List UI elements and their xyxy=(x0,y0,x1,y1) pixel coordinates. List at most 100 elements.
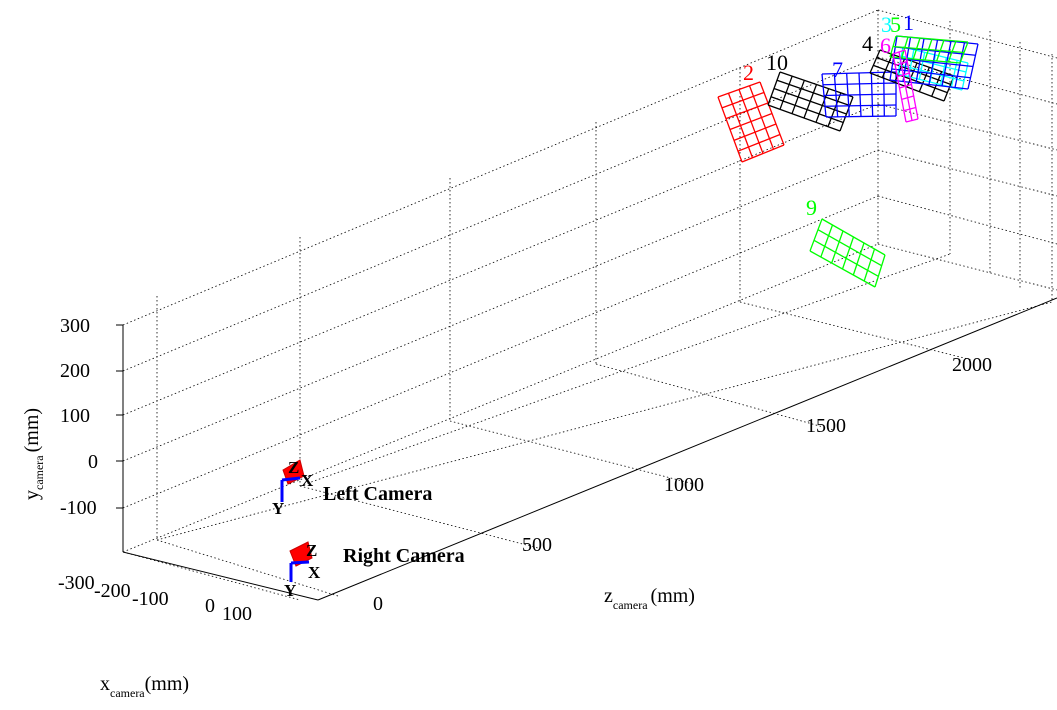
z-tick-label: 500 xyxy=(522,534,552,556)
grid-lines xyxy=(122,9,1057,601)
board-grid-line xyxy=(889,56,961,64)
board-grid-line xyxy=(892,45,965,54)
board-grid-line xyxy=(881,54,893,78)
calibration-board-10 xyxy=(767,71,854,132)
calibration-boards xyxy=(717,35,979,288)
calibration-board-9 xyxy=(809,218,886,288)
x-tick-label: -100 xyxy=(132,588,169,610)
board-label: 9 xyxy=(806,195,817,220)
z-tick-label: 0 xyxy=(373,593,383,615)
board-grid-line xyxy=(906,62,918,88)
right-camera-body xyxy=(289,541,313,567)
board-grid-line xyxy=(903,106,916,112)
board-grid-line xyxy=(717,81,761,98)
board-grid-line xyxy=(737,133,781,152)
board-grid-line xyxy=(869,72,945,102)
z-tick-label: 1500 xyxy=(806,415,846,437)
right-camera: Z X Y Right Camera xyxy=(284,541,465,600)
calibration-board-4 xyxy=(869,49,955,102)
board-label: 7 xyxy=(832,57,843,82)
svg-text:ycamera(mm): ycamera(mm) xyxy=(21,408,46,500)
x-tick-label: -200 xyxy=(94,580,131,602)
left-camera: Z X Y Left Camera xyxy=(272,458,432,518)
calibration-board-5 xyxy=(889,35,969,64)
board-grid-line xyxy=(831,230,844,264)
board-grid-line xyxy=(822,82,897,86)
svg-text:xcamera(mm): xcamera(mm) xyxy=(100,673,189,700)
board-grid-line xyxy=(776,79,850,107)
axis-lines xyxy=(116,297,1057,601)
board-label: 2 xyxy=(743,60,754,85)
calibration-board-7 xyxy=(821,71,897,118)
y-tick-label: 100 xyxy=(60,405,90,427)
board-grid-line xyxy=(899,83,912,89)
x-axis-label: xcamera(mm) xyxy=(100,673,189,700)
board-grid-line xyxy=(895,35,969,43)
board-grid-line xyxy=(892,49,906,55)
board-grid-line xyxy=(813,239,879,277)
board-grid-line xyxy=(770,96,844,124)
board-grid-line xyxy=(767,104,841,132)
right-camera-x-axis xyxy=(290,560,310,565)
board-grid-line xyxy=(897,72,910,78)
y-tick-label: 0 xyxy=(88,451,98,473)
board-grid-line xyxy=(874,254,886,288)
board-grid-line xyxy=(729,112,773,131)
board-grid-line xyxy=(841,236,855,270)
left-camera-x-axis xyxy=(281,476,301,482)
board-grid-line xyxy=(901,95,914,100)
right-camera-label: Right Camera xyxy=(343,545,465,567)
board-grid-line xyxy=(821,218,886,256)
z-axis-label: zcamera (mm) xyxy=(604,585,695,612)
calibration-board-2 xyxy=(717,81,785,163)
left-camera-z-letter: Z xyxy=(288,458,299,477)
board-label: 10 xyxy=(766,50,788,75)
board-grid-line xyxy=(725,102,769,120)
board-grid-line xyxy=(902,46,969,64)
board-grid-line xyxy=(817,229,882,267)
y-tick-label: 300 xyxy=(60,315,90,337)
board-label: 4 xyxy=(862,31,873,56)
board-grid-line xyxy=(721,91,765,109)
board-grid-line xyxy=(879,49,955,77)
y-axis-label: ycamera(mm) xyxy=(21,408,46,500)
board-label: 3 xyxy=(881,12,892,37)
x-tick-label: -300 xyxy=(58,572,95,594)
right-camera-z-letter: Z xyxy=(306,541,317,560)
left-camera-y-letter: Y xyxy=(272,499,284,518)
y-tick-label: -100 xyxy=(60,497,97,519)
board-label: 1 xyxy=(903,10,914,35)
board-grid-line xyxy=(779,71,854,98)
board-grid-line xyxy=(824,104,897,107)
board-grid-line xyxy=(894,60,908,66)
z-tick-label: 2000 xyxy=(952,354,992,376)
board-grid-line xyxy=(891,68,971,79)
board-grid-line xyxy=(869,49,881,74)
board-grid-line xyxy=(905,118,919,123)
board-grid-line xyxy=(820,224,834,258)
board-grid-line xyxy=(918,52,926,80)
right-camera-y-letter: Y xyxy=(284,581,296,600)
svg-text:zcamera(mm): zcamera (mm) xyxy=(604,585,695,612)
board-grid-line xyxy=(809,250,876,288)
right-camera-x-letter: X xyxy=(308,563,321,582)
board-grid-line xyxy=(889,79,969,90)
board-grid-line xyxy=(821,71,897,75)
board-label: 6 xyxy=(880,33,891,58)
board-grid-line xyxy=(825,115,897,118)
y-tick-label: 200 xyxy=(60,360,90,382)
board-grid-line xyxy=(741,144,785,163)
board-grid-line xyxy=(773,87,847,115)
board-grid-line xyxy=(852,242,865,276)
board-grid-line xyxy=(733,123,777,141)
left-camera-x-letter: X xyxy=(301,471,314,490)
calibration-board-6 xyxy=(892,49,919,123)
x-tick-label: 100 xyxy=(222,603,252,625)
board-grid-line xyxy=(863,248,876,282)
left-camera-label: Left Camera xyxy=(323,483,432,505)
board-label: 5 xyxy=(890,12,901,37)
board-grid-line xyxy=(809,218,823,252)
x-tick-label: 0 xyxy=(205,595,215,617)
z-tick-label: 1000 xyxy=(664,474,704,496)
